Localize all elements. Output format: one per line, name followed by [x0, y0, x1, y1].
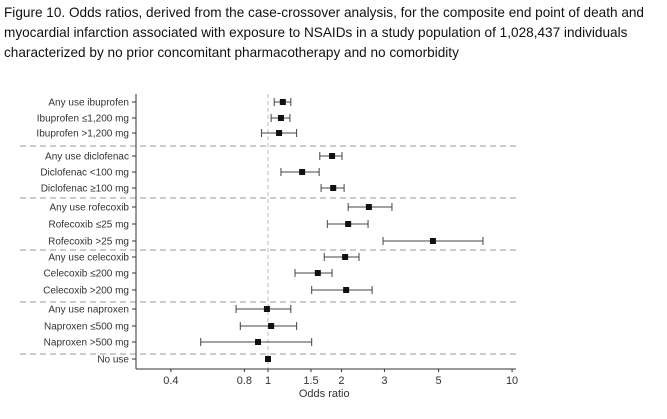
row-label: Naproxen >500 mg: [44, 338, 129, 349]
row-label: Celecoxib >200 mg: [43, 286, 129, 297]
x-tick-label: 2: [338, 375, 344, 387]
point-estimate: [263, 306, 270, 312]
x-tick-label: 3: [381, 375, 387, 387]
row-label: Any use naproxen: [48, 305, 129, 316]
x-tick-label: 10: [506, 375, 518, 387]
row-label: Diclofenac <100 mg: [40, 168, 129, 179]
point-estimate: [345, 221, 352, 227]
point-estimate: [279, 99, 286, 105]
row-label: Naproxen ≤500 mg: [44, 322, 129, 333]
x-tick-label: 1: [265, 375, 271, 387]
row-label: Diclofenac ≥100 mg: [41, 184, 129, 195]
point-estimate: [277, 115, 284, 121]
row-label: Celecoxib ≤200 mg: [43, 269, 129, 280]
point-estimate: [342, 254, 349, 260]
row-label: Any use ibuprofen: [48, 98, 129, 109]
x-tick-label: 1.5: [303, 375, 318, 387]
row-label: Rofecoxib ≤25 mg: [48, 220, 129, 231]
point-estimate: [255, 339, 262, 345]
point-estimate: [365, 204, 372, 210]
point-estimate: [330, 185, 337, 191]
x-tick-label: 0.4: [163, 375, 178, 387]
row-label: Any use diclofenac: [45, 152, 129, 163]
point-estimate: [265, 356, 271, 362]
row-label: No use: [97, 355, 129, 366]
point-estimate: [343, 287, 350, 293]
row-label: Ibuprofen >1,200 mg: [36, 129, 129, 140]
x-axis-label: Odds ratio: [299, 388, 350, 400]
row-label: Ibuprofen ≤1,200 mg: [37, 114, 129, 125]
x-tick-label: 0.8: [237, 375, 252, 387]
row-label: Any use rofecoxib: [50, 203, 130, 214]
row-label: Rofecoxib >25 mg: [48, 237, 129, 248]
row-label: Any use celecoxib: [48, 253, 129, 264]
x-tick-label: 5: [436, 375, 442, 387]
point-estimate: [429, 238, 436, 244]
point-estimate: [268, 323, 275, 329]
point-estimate: [329, 153, 336, 159]
point-estimate: [314, 270, 321, 276]
point-estimate: [299, 169, 306, 175]
point-estimate: [276, 130, 283, 136]
figure-title: Figure 10. Odds ratios, derived from the…: [4, 5, 644, 60]
